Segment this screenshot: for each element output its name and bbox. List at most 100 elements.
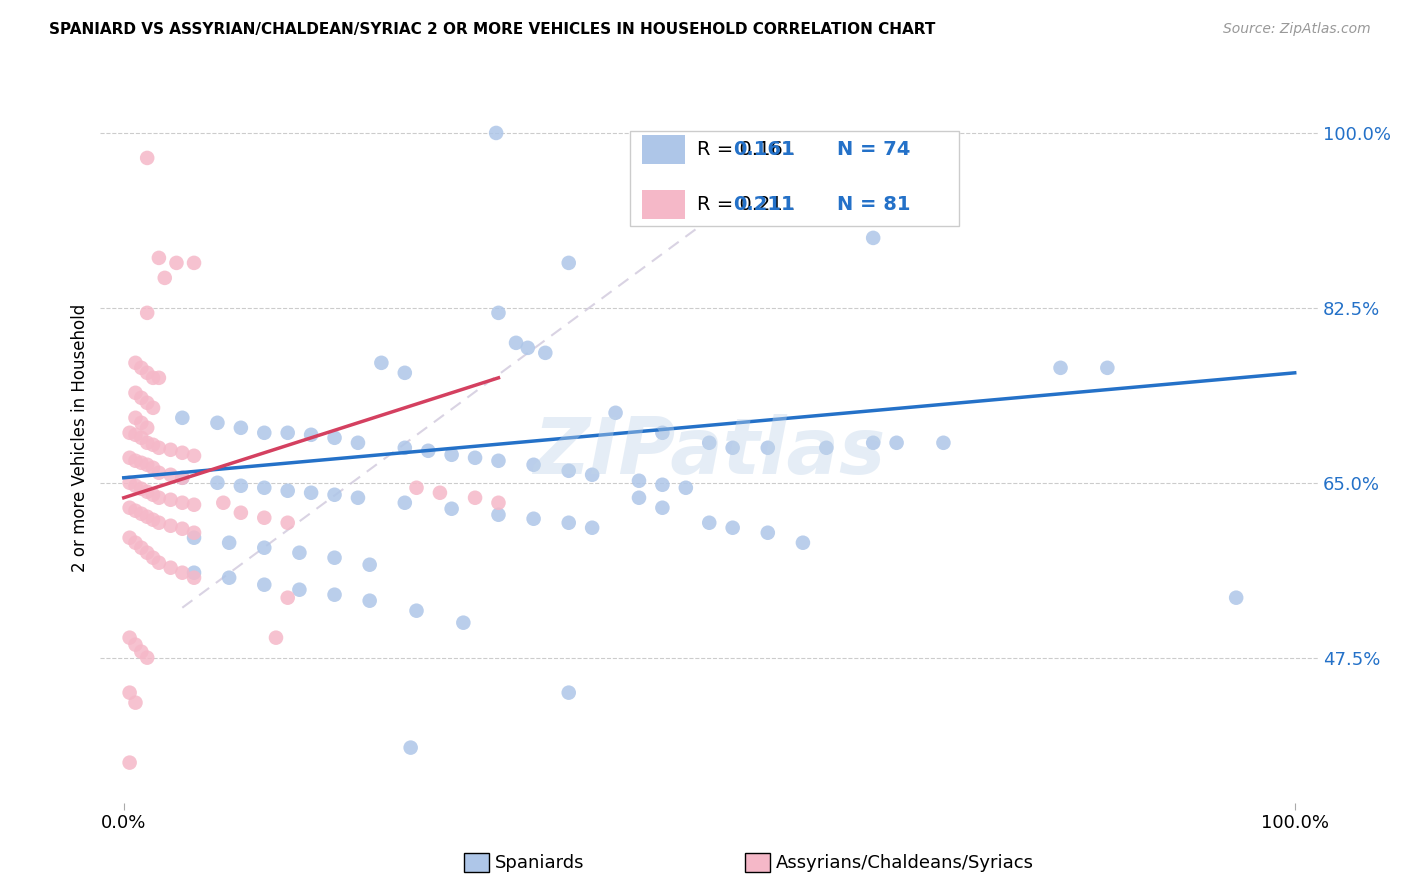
Point [136,366,159,380]
Point [148,466,170,480]
Point [183,525,205,540]
Point [136,435,159,450]
Point [183,571,205,585]
Point [159,492,181,507]
Point [136,396,159,410]
Point [253,481,276,495]
Point [516,341,538,355]
Point [124,479,146,493]
Point [118,425,141,440]
Point [124,427,146,442]
Point [253,510,276,524]
Point [505,335,527,350]
Point [218,535,240,549]
Point [264,631,287,645]
Point [651,500,673,515]
Point [142,401,165,415]
Text: ZIPatlas: ZIPatlas [533,415,886,491]
Point [172,446,194,460]
Point [558,256,581,270]
Point [153,271,176,285]
Y-axis label: 2 or more Vehicles in Household: 2 or more Vehicles in Household [72,303,89,572]
Point [886,435,908,450]
Point [721,441,744,455]
Point [534,346,557,360]
Point [862,435,884,450]
Point [172,496,194,510]
Point [229,506,252,520]
Point [159,518,181,533]
Point [359,593,381,607]
Point [183,566,205,580]
Point [118,531,141,545]
Point [1049,360,1071,375]
Point [159,442,181,457]
Point [253,541,276,555]
Text: 0.211: 0.211 [734,194,796,214]
Point [148,556,170,570]
Point [124,696,146,710]
Point [440,501,463,516]
Point [124,385,146,400]
Point [136,509,159,524]
Text: R = 0.161: R = 0.161 [697,140,796,159]
Point [323,550,346,565]
Point [131,416,153,430]
Point [815,441,838,455]
Point [159,467,181,482]
Point [131,541,153,555]
Point [697,435,720,450]
Point [277,591,299,605]
Point [627,491,650,505]
Point [183,498,205,512]
Point [581,467,603,482]
Text: Source: ZipAtlas.com: Source: ZipAtlas.com [1223,22,1371,37]
Point [124,535,146,549]
Point [651,477,673,491]
Point [323,588,346,602]
Point [277,483,299,498]
Point [464,450,486,465]
Point [756,525,779,540]
Point [792,535,814,549]
Point [453,615,475,630]
Point [159,560,181,574]
Point [142,488,165,502]
Point [488,306,510,320]
Point [277,516,299,530]
Point [488,496,510,510]
Point [394,441,416,455]
Point [136,484,159,499]
Point [131,645,153,659]
Point [399,740,422,755]
Text: 0.161: 0.161 [734,140,796,159]
Point [183,531,205,545]
Text: N = 81: N = 81 [837,194,911,214]
Point [142,513,165,527]
Text: Assyrians/Chaldeans/Syriacs: Assyrians/Chaldeans/Syriacs [776,854,1033,871]
Point [627,474,650,488]
Point [440,448,463,462]
Point [136,306,159,320]
Point [229,479,252,493]
Text: SPANIARD VS ASSYRIAN/CHALDEAN/SYRIAC 2 OR MORE VEHICLES IN HOUSEHOLD CORRELATION: SPANIARD VS ASSYRIAN/CHALDEAN/SYRIAC 2 O… [49,22,935,37]
Text: R = 0.211: R = 0.211 [697,194,796,214]
Text: N = 74: N = 74 [837,140,911,159]
Point [253,578,276,592]
Point [359,558,381,572]
Point [148,371,170,385]
Point [558,516,581,530]
Point [183,256,205,270]
Point [207,475,229,490]
Point [136,546,159,560]
Point [118,475,141,490]
Point [131,360,153,375]
Point [118,450,141,465]
Point [756,441,779,455]
Point [675,481,697,495]
Point [277,425,299,440]
Point [124,638,146,652]
Point [118,500,141,515]
FancyBboxPatch shape [643,190,685,219]
Point [347,435,370,450]
